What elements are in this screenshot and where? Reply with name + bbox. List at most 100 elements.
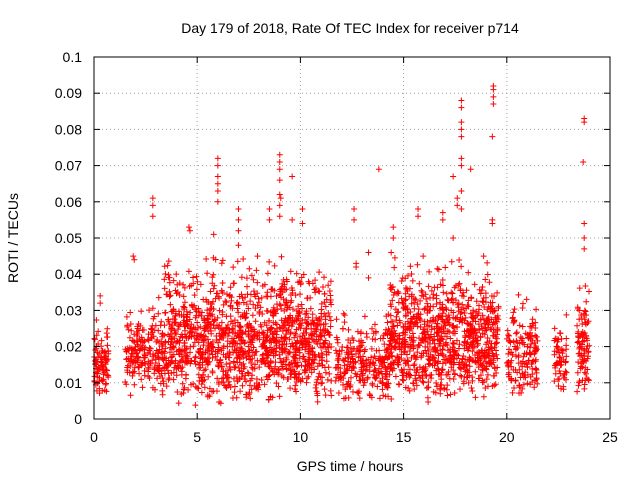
data-point: [314, 390, 321, 397]
data-point: [581, 307, 588, 314]
data-point: [257, 304, 264, 311]
data-point: [185, 268, 192, 275]
data-point: [451, 284, 458, 291]
data-point: [279, 328, 286, 335]
data-point: [456, 256, 463, 263]
data-point: [210, 271, 217, 278]
data-point: [378, 370, 385, 377]
data-point: [558, 346, 565, 353]
data-point: [216, 399, 223, 406]
data-point: [244, 291, 251, 298]
data-point: [372, 367, 379, 374]
data-point: [293, 388, 300, 395]
data-point: [201, 376, 208, 383]
data-point: [426, 340, 433, 347]
data-point: [534, 380, 541, 387]
data-point: [479, 312, 486, 319]
data-point: [180, 313, 187, 320]
data-point: [134, 341, 141, 348]
data-point: [237, 388, 244, 395]
data-point: [349, 355, 356, 362]
y-tick-label: 0.06: [55, 194, 82, 210]
data-point: [516, 340, 523, 347]
data-point: [302, 311, 309, 318]
data-point: [463, 305, 470, 312]
data-point: [562, 376, 569, 383]
data-point: [441, 356, 448, 363]
data-point: [170, 369, 177, 376]
data-point: [389, 353, 396, 360]
data-point: [312, 277, 319, 284]
y-tick-label: 0.03: [55, 302, 82, 318]
data-point: [451, 359, 458, 366]
data-point: [484, 371, 491, 378]
data-point: [490, 308, 497, 315]
data-point: [466, 334, 473, 341]
data-point: [430, 294, 437, 301]
data-point: [124, 323, 131, 330]
data-point: [578, 311, 585, 318]
data-point: [408, 270, 415, 277]
data-point: [464, 356, 471, 363]
data-point: [131, 331, 138, 338]
data-point: [574, 339, 581, 346]
data-point: [276, 351, 283, 358]
data-point: [232, 330, 239, 337]
data-point: [278, 373, 285, 380]
x-tick-label: 10: [293, 429, 309, 445]
data-point: [417, 311, 424, 318]
data-point: [340, 375, 347, 382]
data-point: [340, 356, 347, 363]
data-point: [368, 354, 375, 361]
data-point: [474, 337, 481, 344]
data-point: [555, 336, 562, 343]
data-point: [223, 325, 230, 332]
data-point: [493, 318, 500, 325]
data-point: [204, 307, 211, 314]
data-point: [241, 376, 248, 383]
data-point: [575, 359, 582, 366]
data-point: [182, 350, 189, 357]
data-point: [321, 274, 328, 281]
data-point: [431, 284, 438, 291]
data-point: [168, 369, 175, 376]
data-point: [422, 305, 429, 312]
data-point: [314, 376, 321, 383]
data-point: [509, 389, 516, 396]
data-point: [423, 296, 430, 303]
data-point: [585, 376, 592, 383]
data-point: [254, 330, 261, 337]
data-point: [394, 309, 401, 316]
data-point: [211, 282, 218, 289]
data-point: [161, 332, 168, 339]
data-point: [397, 319, 404, 326]
data-point: [465, 321, 472, 328]
data-point: [505, 331, 512, 338]
data-point: [278, 305, 285, 312]
data-point: [179, 380, 186, 387]
data-point: [187, 309, 194, 316]
data-point: [424, 300, 431, 307]
data-point: [450, 367, 457, 374]
data-point: [431, 357, 438, 364]
data-point: [253, 376, 260, 383]
data-point: [208, 330, 215, 337]
data-point: [510, 338, 517, 345]
data-point: [439, 346, 446, 353]
data-point: [283, 354, 290, 361]
data-point: [363, 357, 370, 364]
data-point: [315, 288, 322, 295]
data-point: [122, 379, 129, 386]
data-point: [390, 235, 397, 241]
data-point: [439, 360, 446, 367]
data-point: [422, 291, 429, 298]
data-point: [201, 319, 208, 326]
data-point: [231, 389, 238, 396]
data-point: [390, 333, 397, 340]
data-point: [477, 316, 484, 323]
data-point: [248, 386, 255, 393]
data-point: [482, 365, 489, 372]
data-point: [243, 301, 250, 308]
data-point: [233, 394, 240, 401]
data-point: [322, 303, 329, 310]
